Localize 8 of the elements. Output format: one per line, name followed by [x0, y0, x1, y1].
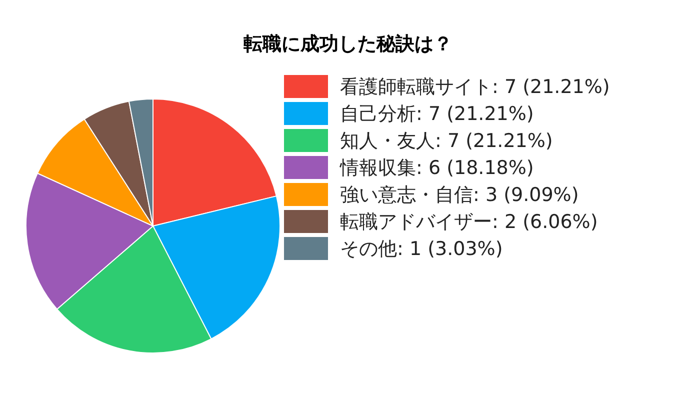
legend-label: 強い意志・自信: 3 (9.09%): [340, 184, 579, 206]
legend-label: その他: 1 (3.03%): [340, 238, 503, 260]
legend-label: 看護師転職サイト: 7 (21.21%): [340, 76, 610, 98]
legend-label: 転職アドバイザー: 2 (6.06%): [340, 211, 598, 233]
chart-title: 転職に成功した秘訣は？: [244, 33, 452, 55]
legend-label: 情報収集: 6 (18.18%): [339, 157, 534, 179]
legend-label: 自己分析: 7 (21.21%): [340, 103, 534, 125]
legend-label: 知人・友人: 7 (21.21%): [340, 130, 553, 152]
